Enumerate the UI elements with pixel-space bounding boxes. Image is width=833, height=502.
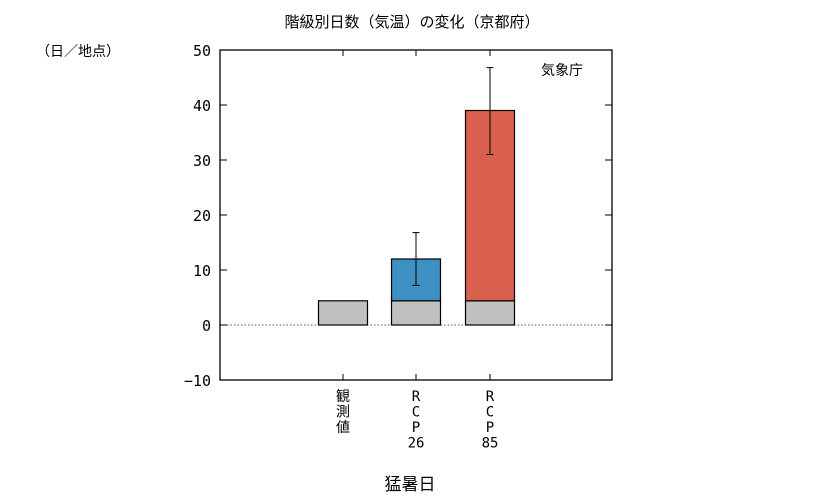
x-tick-label-rcp85: R C P 85 xyxy=(482,389,499,452)
y-tick-label: −10 xyxy=(184,372,211,390)
x-tick-label-line: P xyxy=(412,420,420,436)
chart-title: 階級別日数（気温）の変化（京都府） xyxy=(284,13,539,31)
source-label: 気象庁 xyxy=(541,63,583,79)
error-bars xyxy=(412,67,494,286)
plot-area xyxy=(219,49,613,381)
x-tick-label-line: 測 xyxy=(336,405,350,421)
x-tick-label-obs: 観測値 xyxy=(336,388,350,436)
bar-rcp85-baseline xyxy=(464,300,516,326)
x-tick-label-line: 85 xyxy=(482,436,499,452)
x-tick-label-line: C xyxy=(412,405,420,421)
x-tick-label-line: 観 xyxy=(336,388,350,405)
y-tick-label: 30 xyxy=(193,152,211,170)
x-axis-label: 猛暑日 xyxy=(385,475,436,495)
bar-obs-baseline xyxy=(317,300,369,326)
x-tick-label-line: 26 xyxy=(408,436,425,452)
y-tick-label: 40 xyxy=(193,97,211,115)
y-tick-label: 0 xyxy=(202,317,211,335)
x-tick-label-line: R xyxy=(486,389,495,405)
y-unit-label: （日／地点） xyxy=(36,44,120,60)
x-tick-label-line: P xyxy=(486,420,494,436)
y-tick-label: 20 xyxy=(193,207,211,225)
y-tick-label: 50 xyxy=(193,42,211,60)
bar-rcp26-baseline xyxy=(390,300,442,326)
x-tick-label-line: R xyxy=(412,389,421,405)
y-axis-ticks: −10 0 10 20 30 40 50 xyxy=(184,42,612,390)
x-tick-label-rcp26: R C P 26 xyxy=(408,389,425,452)
x-tick-label-line: 値 xyxy=(336,420,350,436)
bars xyxy=(317,109,516,326)
x-tick-label-line: C xyxy=(486,405,494,421)
y-tick-label: 10 xyxy=(193,262,211,280)
plot-frame xyxy=(219,49,613,381)
